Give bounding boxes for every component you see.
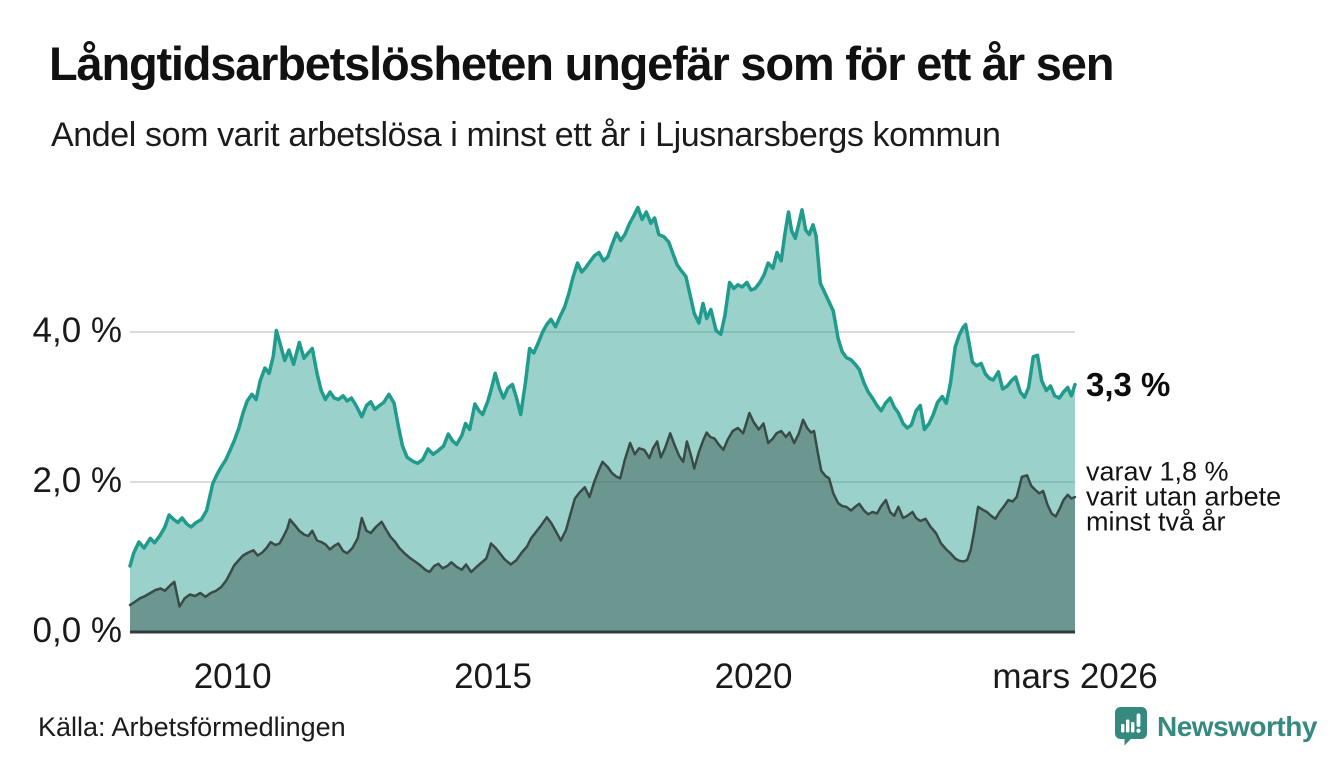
y-tick-label-4: 4,0 %: [32, 311, 123, 351]
subset-annotation: varav 1,8 % varit utan arbete minst två …: [1086, 456, 1282, 537]
newsworthy-wordmark: Newsworthy: [1157, 710, 1317, 742]
source-caption: Källa: Arbetsförmedlingen: [38, 712, 346, 742]
x-tick-label-2010: 2010: [193, 657, 272, 696]
y-tick-label-2: 2,0 %: [32, 461, 123, 501]
x-tick-label-2020: 2020: [714, 657, 793, 696]
latest-value-annotation: 3,3 %: [1086, 365, 1171, 403]
x-tick-label-2015: 2015: [454, 657, 533, 696]
newsworthy-bubble-chart-icon: [1115, 707, 1147, 746]
newsworthy-logo: Newsworthy: [1114, 706, 1317, 747]
x-tick-label-mars-2026: mars 2026: [992, 657, 1158, 696]
chart-subtitle: Andel som varit arbetslösa i minst ett å…: [51, 116, 1001, 154]
page-title: Långtidsarbetslösheten ungefär som för e…: [49, 37, 1114, 90]
y-tick-label-0: 0,0 %: [32, 611, 123, 651]
